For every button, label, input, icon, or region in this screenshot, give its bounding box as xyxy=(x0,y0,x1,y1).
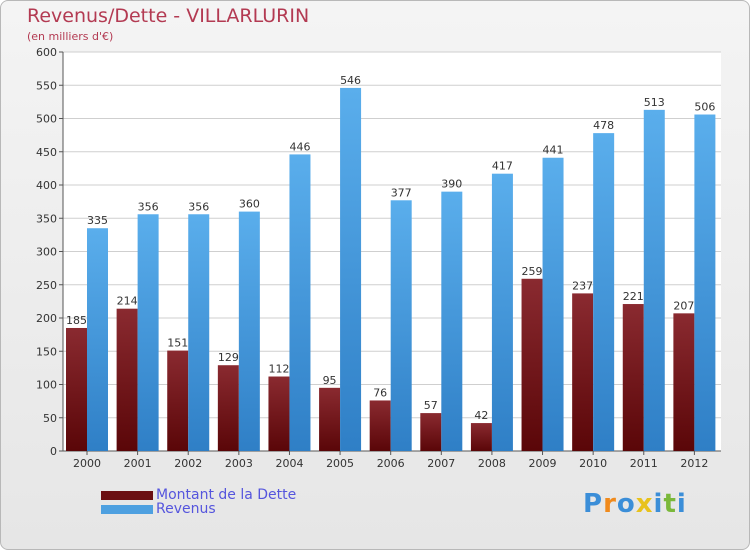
data-label-dette: 112 xyxy=(268,363,289,376)
data-label-revenus: 446 xyxy=(289,140,310,153)
data-label-revenus: 513 xyxy=(644,96,665,109)
y-tick-label: 600 xyxy=(36,46,57,59)
bar-dette xyxy=(66,327,87,451)
x-tick-label: 2010 xyxy=(579,457,607,470)
logo-letter: i xyxy=(676,489,687,519)
data-label-dette: 42 xyxy=(474,409,488,422)
x-tick-label: 2005 xyxy=(326,457,354,470)
data-label-revenus: 417 xyxy=(492,160,513,173)
chart-title: Revenus/Dette - VILLARLURIN xyxy=(27,5,310,27)
bar-revenus xyxy=(441,191,463,451)
data-label-dette: 237 xyxy=(572,279,593,292)
data-label-revenus: 506 xyxy=(694,101,715,114)
bar-dette xyxy=(319,387,341,451)
bar-revenus xyxy=(87,228,108,451)
y-tick-label: 400 xyxy=(36,179,57,192)
bar-dette xyxy=(268,376,290,451)
x-tick-label: 2000 xyxy=(73,457,101,470)
chart-subtitle: (en milliers d'€) xyxy=(27,30,114,43)
bar-revenus xyxy=(643,109,665,451)
logo-letter: r xyxy=(603,489,617,519)
data-label-revenus: 377 xyxy=(391,186,412,199)
data-label-dette: 185 xyxy=(66,314,87,327)
y-tick-label: 550 xyxy=(36,79,57,92)
bar-dette xyxy=(217,365,239,451)
bar-revenus xyxy=(694,114,716,451)
data-label-dette: 259 xyxy=(522,265,543,278)
x-tick-label: 2011 xyxy=(630,457,658,470)
logo-letter: o xyxy=(616,489,636,519)
x-tick-label: 2004 xyxy=(275,457,303,470)
legend-label-revenus: Revenus xyxy=(156,501,216,517)
y-tick-label: 250 xyxy=(36,279,57,292)
data-label-dette: 57 xyxy=(424,399,438,412)
bar-dette xyxy=(622,304,644,451)
bar-dette xyxy=(167,350,189,451)
bar-dette xyxy=(572,293,594,451)
bar-revenus xyxy=(593,133,615,451)
bar-revenus xyxy=(289,154,311,451)
data-label-dette: 129 xyxy=(218,351,239,364)
data-label-dette: 221 xyxy=(623,290,644,303)
bar-dette xyxy=(521,278,543,451)
x-tick-label: 2003 xyxy=(225,457,253,470)
bar-revenus xyxy=(542,157,564,452)
y-tick-label: 0 xyxy=(50,445,57,458)
x-tick-label: 2006 xyxy=(377,457,405,470)
data-label-revenus: 356 xyxy=(188,200,209,213)
data-label-dette: 95 xyxy=(323,374,337,387)
logo-letter: x xyxy=(635,489,654,519)
legend-item-revenus: Revenus xyxy=(101,501,216,517)
data-label-dette: 207 xyxy=(673,299,694,312)
bar-revenus xyxy=(188,214,210,451)
bar-revenus xyxy=(137,214,159,451)
bar-dette xyxy=(369,400,391,451)
data-label-dette: 214 xyxy=(117,295,138,308)
bar-dette xyxy=(470,423,492,451)
bar-revenus xyxy=(491,173,513,451)
bar-revenus xyxy=(238,211,260,451)
data-label-revenus: 478 xyxy=(593,119,614,132)
y-tick-label: 200 xyxy=(36,312,57,325)
bar-dette xyxy=(420,413,442,451)
y-tick-label: 350 xyxy=(36,212,57,225)
x-tick-label: 2008 xyxy=(478,457,506,470)
data-label-dette: 76 xyxy=(373,386,387,399)
x-tick-label: 2012 xyxy=(680,457,708,470)
x-tick-label: 2009 xyxy=(529,457,557,470)
legend-swatch-dette xyxy=(101,490,153,500)
data-label-revenus: 390 xyxy=(441,178,462,191)
bar-revenus xyxy=(390,200,412,451)
proxiti-logo: Proxiti xyxy=(583,489,687,519)
data-label-revenus: 360 xyxy=(239,198,260,211)
legend-swatch-revenus xyxy=(101,504,153,514)
legend-item-dette: Montant de la Dette xyxy=(101,487,296,503)
y-tick-label: 50 xyxy=(43,412,57,425)
y-tick-label: 150 xyxy=(36,345,57,358)
logo-letter: P xyxy=(583,489,604,519)
logo-letter: t xyxy=(663,489,677,519)
legend-label-dette: Montant de la Dette xyxy=(156,487,297,503)
data-label-revenus: 356 xyxy=(138,200,159,213)
bar-revenus xyxy=(340,87,362,451)
data-label-revenus: 546 xyxy=(340,74,361,87)
y-tick-label: 300 xyxy=(36,246,57,259)
x-tick-label: 2007 xyxy=(427,457,455,470)
y-tick-label: 450 xyxy=(36,146,57,159)
y-tick-label: 100 xyxy=(36,379,57,392)
data-label-dette: 151 xyxy=(167,337,188,350)
bar-dette xyxy=(116,308,138,451)
x-tick-label: 2001 xyxy=(124,457,152,470)
bar-dette xyxy=(673,313,695,451)
y-tick-label: 500 xyxy=(36,113,57,126)
data-label-revenus: 441 xyxy=(543,144,564,157)
x-tick-label: 2002 xyxy=(174,457,202,470)
logo-letter: i xyxy=(653,489,664,519)
data-label-revenus: 335 xyxy=(87,214,108,227)
